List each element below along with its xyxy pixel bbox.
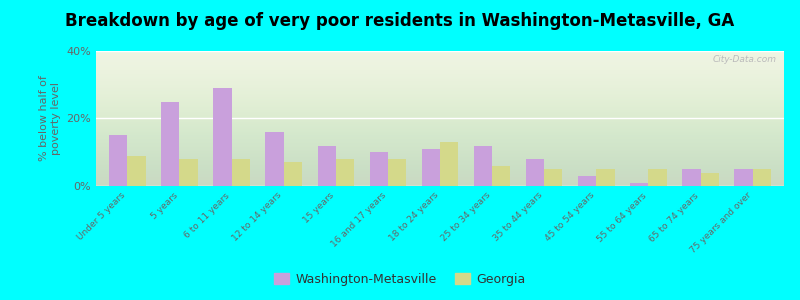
Bar xyxy=(701,172,719,186)
Bar xyxy=(284,162,302,186)
Bar xyxy=(231,159,250,186)
Bar xyxy=(649,169,666,186)
Bar xyxy=(526,159,544,186)
Bar xyxy=(318,146,336,186)
Bar xyxy=(630,183,649,186)
Bar xyxy=(596,169,614,186)
Bar xyxy=(544,169,562,186)
Bar xyxy=(734,169,753,186)
Bar xyxy=(753,169,771,186)
Bar xyxy=(161,102,179,186)
Bar xyxy=(109,135,127,186)
Bar xyxy=(214,88,231,186)
Legend: Washington-Metasville, Georgia: Washington-Metasville, Georgia xyxy=(269,268,531,291)
Bar xyxy=(440,142,458,186)
Bar xyxy=(578,176,596,186)
Bar xyxy=(266,132,284,186)
Bar xyxy=(179,159,198,186)
Bar xyxy=(336,159,354,186)
Bar xyxy=(388,159,406,186)
Bar xyxy=(682,169,701,186)
Text: Breakdown by age of very poor residents in Washington-Metasville, GA: Breakdown by age of very poor residents … xyxy=(66,12,734,30)
Bar xyxy=(422,149,440,186)
Bar xyxy=(492,166,510,186)
Bar xyxy=(474,146,492,186)
Bar xyxy=(127,156,146,186)
Y-axis label: % below half of
poverty level: % below half of poverty level xyxy=(39,76,61,161)
Bar xyxy=(370,152,388,186)
Text: City-Data.com: City-Data.com xyxy=(713,55,777,64)
